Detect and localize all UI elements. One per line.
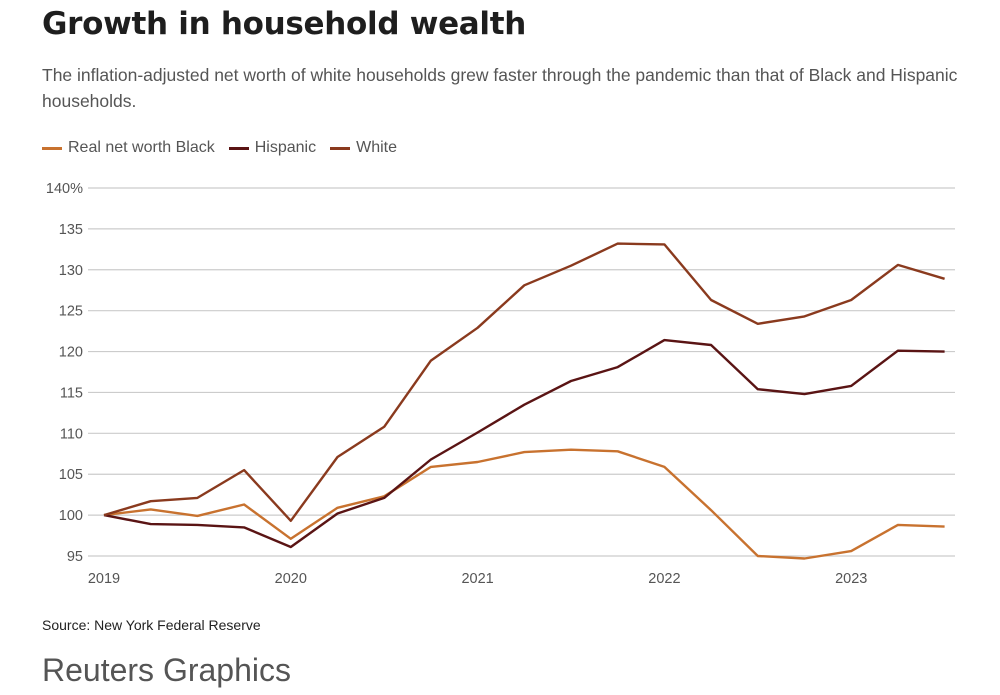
y-tick-label: 105 — [59, 467, 83, 483]
x-axis-ticks: 2019 2020 2021 2022 2023 — [88, 571, 867, 587]
y-axis-ticks: 140% 135 130 125 120 115 110 105 100 95 — [46, 181, 83, 565]
y-tick-label: 110 — [60, 426, 83, 442]
y-tick-label: 135 — [59, 222, 83, 238]
brand-label: Reuters Graphics — [42, 652, 291, 688]
series-lines — [103, 242, 945, 560]
chart-title: Growth in household wealth — [42, 6, 527, 42]
legend-item-hispanic: Hispanic — [228, 139, 317, 157]
y-tick-label: 130 — [59, 263, 83, 279]
series-line-hispanic — [103, 338, 945, 549]
legend: Real net worth Black Hispanic White — [42, 139, 411, 157]
series-line-white — [103, 242, 945, 522]
gridlines — [88, 187, 955, 557]
y-tick-label: 100 — [59, 508, 83, 524]
series-line-black — [103, 448, 945, 560]
y-tick-label: 120 — [59, 345, 83, 361]
x-tick-label: 2021 — [461, 571, 493, 587]
legend-swatch-hispanic — [228, 146, 249, 150]
x-tick-label: 2022 — [648, 571, 680, 587]
legend-label-hispanic: Hispanic — [254, 139, 317, 156]
legend-item-white: White — [330, 139, 397, 157]
y-tick-label: 125 — [59, 304, 83, 320]
legend-label-black: Real net worth Black — [68, 139, 215, 156]
legend-item-black: Real net worth Black — [42, 139, 215, 157]
legend-swatch-white — [330, 146, 351, 150]
x-tick-label: 2019 — [88, 571, 120, 587]
chart-subtitle: The inflation-adjusted net worth of whit… — [42, 65, 958, 111]
x-tick-label: 2023 — [835, 571, 867, 587]
y-tick-label: 95 — [67, 549, 83, 565]
source-note: Source: New York Federal Reserve — [42, 617, 261, 633]
y-tick-label: 140% — [46, 181, 83, 197]
y-tick-label: 115 — [60, 385, 83, 401]
legend-label-white: White — [356, 139, 397, 156]
x-tick-label: 2020 — [275, 571, 307, 587]
legend-swatch-black — [42, 146, 62, 150]
